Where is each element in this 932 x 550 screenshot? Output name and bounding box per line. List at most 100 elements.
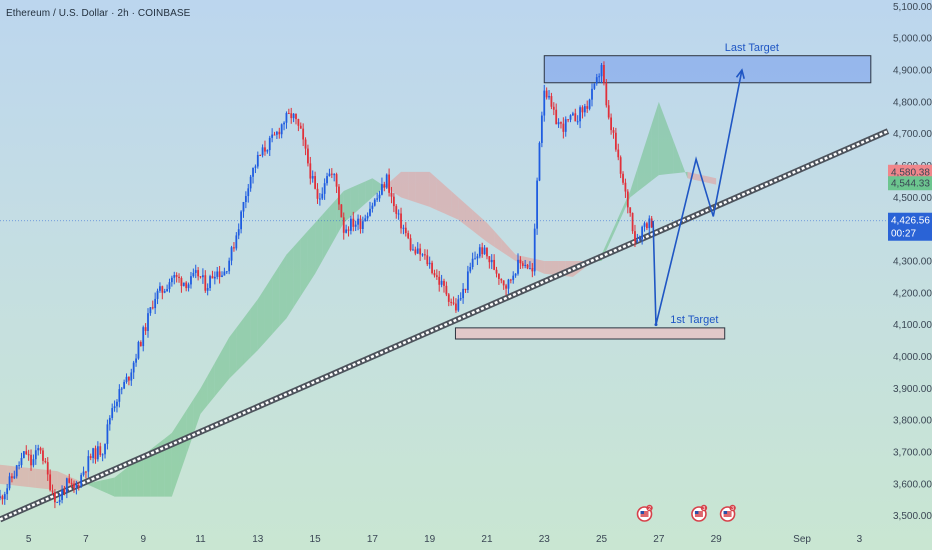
x-tick-label: 5 [26, 534, 32, 545]
candle [230, 247, 233, 261]
candle [555, 109, 558, 125]
candle [202, 275, 204, 278]
cloud-segment [14, 466, 22, 487]
cloud-segment [372, 178, 380, 198]
candle [11, 476, 13, 479]
candle [440, 280, 443, 285]
y-tick-label: 4,800.00 [893, 97, 932, 108]
cloud-segment [100, 479, 108, 494]
candle [419, 248, 422, 255]
candle [233, 247, 235, 249]
candle [550, 96, 553, 107]
candle [612, 130, 615, 133]
candle [378, 194, 381, 199]
cloud-segment [143, 449, 151, 497]
candle [276, 131, 278, 135]
candle [73, 483, 75, 488]
candle [206, 288, 209, 291]
candle [104, 443, 106, 455]
cloud-segment [243, 308, 251, 365]
candle [61, 490, 63, 501]
candle [42, 450, 44, 461]
candle [159, 286, 161, 291]
cloud-segment [236, 318, 244, 372]
cloud-segment [107, 477, 115, 497]
candle [452, 302, 455, 304]
candle [443, 280, 445, 286]
candle [80, 474, 83, 486]
cloud-segment [207, 362, 215, 406]
candle [6, 488, 9, 495]
candle [488, 256, 491, 263]
cloud-segment [329, 198, 337, 249]
cloud-segment [171, 421, 180, 497]
candle [18, 465, 20, 467]
event-count-text: 2 [648, 506, 651, 512]
cloud-segment [501, 238, 509, 257]
candle [531, 268, 534, 272]
candle [144, 327, 147, 331]
x-tick-label: Sep [793, 534, 811, 545]
cloud-segment [436, 178, 444, 214]
projection-path[interactable] [652, 69, 743, 325]
candle [543, 90, 546, 116]
candle [173, 274, 176, 278]
candle [631, 212, 634, 232]
candle [469, 266, 472, 272]
y-tick-label: 5,100.00 [893, 2, 932, 13]
candle [352, 218, 355, 227]
y-tick-label: 4,300.00 [893, 257, 932, 268]
candle [626, 191, 629, 208]
candle [25, 451, 28, 455]
price-label-text: 4,544.33 [891, 179, 930, 190]
x-tick-label: 21 [481, 534, 493, 545]
x-tick-label: 19 [424, 534, 436, 545]
y-tick-label: 4,100.00 [893, 320, 932, 331]
cloud-segment [494, 230, 502, 252]
candle [447, 294, 450, 302]
candle [237, 229, 240, 236]
cloud-segment [415, 171, 423, 205]
candle [340, 204, 343, 218]
candle [264, 147, 266, 152]
cloud-segment [522, 256, 530, 268]
last-target-zone[interactable] [543, 55, 872, 84]
candle [373, 199, 376, 206]
candle [512, 275, 515, 281]
candle [395, 206, 398, 214]
candle [409, 238, 412, 250]
candle [32, 459, 35, 466]
candle [58, 500, 61, 502]
cloud-segment [114, 471, 122, 497]
candle [211, 276, 214, 279]
candle [345, 229, 348, 233]
candle [603, 65, 605, 83]
candle [526, 264, 529, 269]
candle [438, 276, 441, 285]
candle [507, 279, 510, 289]
candle [505, 285, 507, 289]
cloud-segment [186, 399, 194, 456]
cloud-segment [680, 159, 688, 179]
candle [369, 208, 371, 216]
cloud-segment [42, 469, 51, 490]
candle [249, 176, 252, 189]
candle [302, 128, 305, 140]
event-count-badge [646, 504, 653, 512]
x-tick-label: 15 [310, 534, 322, 545]
cloud-segment [358, 181, 366, 211]
candle [154, 298, 157, 309]
candle [54, 492, 56, 503]
candle [486, 247, 488, 257]
cloud-segment [128, 460, 137, 497]
cloud-segment [472, 210, 480, 237]
last-target-label: Last Target [725, 42, 779, 54]
candle [495, 269, 498, 274]
flag-stripes [694, 511, 703, 517]
candle [330, 173, 333, 175]
cloud-segment [393, 171, 402, 198]
first-target-zone[interactable] [454, 327, 726, 340]
candle [514, 273, 517, 276]
